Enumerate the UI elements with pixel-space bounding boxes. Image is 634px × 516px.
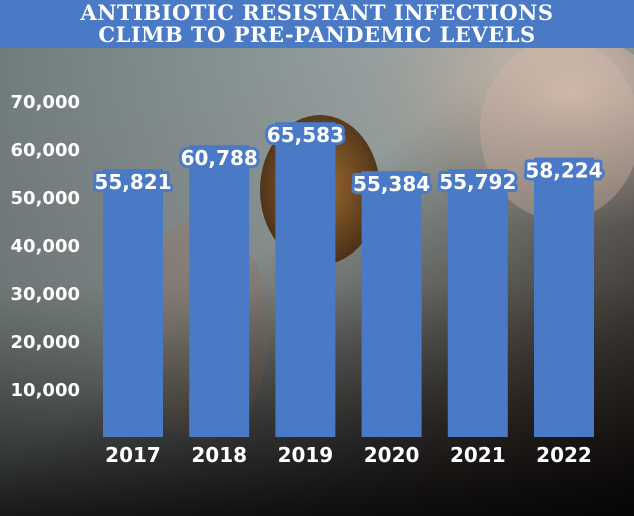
data-label-outline: 55,384: [353, 172, 430, 196]
data-label-outline: 55,792: [439, 170, 516, 194]
x-tick-label: 2017: [105, 443, 161, 467]
bar-2019: [275, 122, 336, 437]
data-label: 55,384: [353, 172, 430, 196]
bar-2021: [447, 169, 508, 437]
bar-2018: [189, 145, 250, 438]
y-tick-label: 70,000: [11, 92, 80, 113]
title-line-2: CLIMB TO PRE-PANDEMIC LEVELS: [98, 22, 536, 47]
bar-2017: [103, 169, 163, 437]
y-tick-label: 10,000: [11, 380, 80, 401]
data-label: 60,788: [181, 146, 258, 170]
data-label: 58,224: [525, 159, 602, 183]
data-label-outline: 60,788: [181, 146, 258, 170]
y-tick-label: 20,000: [11, 332, 80, 353]
x-tick-label: 2018: [191, 443, 247, 467]
data-label-outline: 65,583: [267, 123, 344, 147]
x-tick-label: 2022: [536, 443, 592, 467]
data-label-outline: 58,224: [525, 159, 602, 183]
data-label-outline: 55,821: [94, 170, 171, 194]
data-label: 65,583: [267, 123, 344, 147]
y-tick-label: 40,000: [11, 236, 80, 257]
y-tick-label: 60,000: [11, 140, 80, 161]
x-tick-label: 2021: [450, 443, 506, 467]
title-line-1: ANTIBIOTIC RESISTANT INFECTIONS: [80, 0, 554, 25]
data-label: 55,821: [94, 170, 171, 194]
x-tick-label: 2019: [278, 443, 334, 467]
y-tick-label: 30,000: [11, 284, 80, 305]
data-label: 55,792: [439, 170, 516, 194]
y-tick-label: 50,000: [11, 188, 80, 209]
bar-2022: [534, 157, 594, 438]
bar-2020: [361, 171, 422, 437]
title-banner: ANTIBIOTIC RESISTANT INFECTIONS CLIMB TO…: [0, 0, 634, 48]
x-tick-label: 2020: [364, 443, 420, 467]
